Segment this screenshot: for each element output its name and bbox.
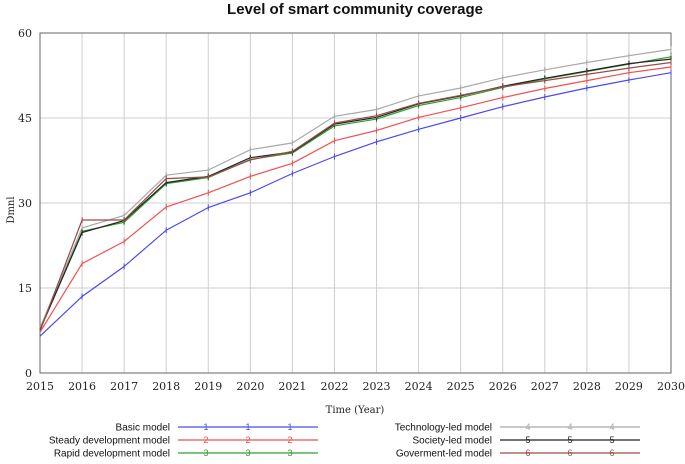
- x-tick-label: 2018: [152, 380, 180, 393]
- legend-label: Basic model: [116, 423, 170, 434]
- x-tick-label: 2027: [531, 380, 559, 393]
- legend-label: Goverment-led model: [396, 449, 492, 460]
- legend-marker: 6: [567, 448, 572, 458]
- legend-label: Society-led model: [413, 436, 492, 447]
- y-tick-label: 15: [18, 282, 32, 295]
- legend-item: Goverment-led model 6 6 6: [396, 448, 640, 460]
- legend-marker: 3: [287, 448, 292, 458]
- series-line: [39, 48, 672, 328]
- legend-marker: 1: [287, 422, 292, 432]
- y-tick-labels: 0 15 30 45 60: [18, 27, 32, 380]
- legend-marker: 4: [609, 422, 614, 432]
- legend-marker: 2: [203, 435, 208, 445]
- x-tick-label: 2029: [615, 380, 643, 393]
- legend-label: Technology-led model: [395, 423, 492, 434]
- chart-title: Level of smart community coverage: [227, 1, 483, 18]
- legend-marker: 1: [203, 422, 208, 432]
- series-4: [39, 46, 672, 328]
- legend-marker: 1: [245, 422, 250, 432]
- x-tick-label: 2019: [194, 380, 222, 393]
- series-2: [39, 64, 672, 333]
- legend-marker: 4: [525, 422, 530, 432]
- legend-marker: 5: [525, 435, 530, 445]
- legend-marker: 3: [203, 448, 208, 458]
- x-tick-label: 2015: [26, 380, 54, 393]
- series-line: [39, 61, 672, 332]
- y-axis-label: Dmnl: [6, 196, 17, 223]
- series-6: [39, 59, 672, 332]
- series-layer: [39, 46, 672, 337]
- y-tick-label: 0: [25, 367, 32, 380]
- x-tick-label: 2028: [573, 380, 601, 393]
- legend-label: Steady development model: [49, 436, 170, 447]
- legend-marker: 6: [609, 448, 614, 458]
- legend-item: Rapid development model 3 3 3: [54, 448, 318, 460]
- x-tick-label: 2020: [236, 380, 264, 393]
- legend: Basic model 1 1 1 Steady development model 2 2…: [49, 422, 640, 460]
- series-line: [39, 72, 672, 337]
- y-tick-label: 30: [18, 197, 32, 210]
- legend-marker: 3: [245, 448, 250, 458]
- legend-item: Basic model 1 1 1: [116, 422, 318, 434]
- legend-marker: 6: [525, 448, 530, 458]
- x-tick-label: 2026: [489, 380, 517, 393]
- legend-marker: 5: [609, 435, 614, 445]
- legend-marker: 4: [567, 422, 572, 432]
- legend-item: Steady development model 2 2 2: [49, 435, 318, 447]
- x-tick-labels: 2015 2016 2017 2018 2019 2020 2021 2022 2023 2024…: [26, 380, 685, 393]
- grid: [39, 32, 672, 374]
- x-tick-label: 2025: [447, 380, 475, 393]
- series-line: [39, 66, 672, 333]
- x-tick-label: 2022: [320, 380, 348, 393]
- x-axis-label: Time (Year): [326, 405, 385, 416]
- x-tick-label: 2023: [363, 380, 391, 393]
- x-tick-label: 2016: [68, 380, 96, 393]
- x-tick-label: 2030: [657, 380, 685, 393]
- series-1: [39, 69, 672, 337]
- x-tick-label: 2021: [278, 380, 306, 393]
- legend-label: Rapid development model: [54, 449, 170, 460]
- legend-item: Society-led model 5 5 5: [413, 435, 640, 447]
- x-tick-label: 2017: [110, 380, 138, 393]
- legend-marker: 2: [245, 435, 250, 445]
- y-tick-label: 45: [18, 112, 32, 125]
- legend-marker: 2: [287, 435, 292, 445]
- x-tick-label: 2024: [405, 380, 433, 393]
- legend-marker: 5: [567, 435, 572, 445]
- plot-frame: [39, 32, 672, 374]
- series-line: [39, 58, 672, 331]
- y-tick-label: 60: [18, 27, 32, 40]
- legend-item: Technology-led model 4 4 4: [395, 422, 640, 434]
- series-5: [39, 56, 672, 331]
